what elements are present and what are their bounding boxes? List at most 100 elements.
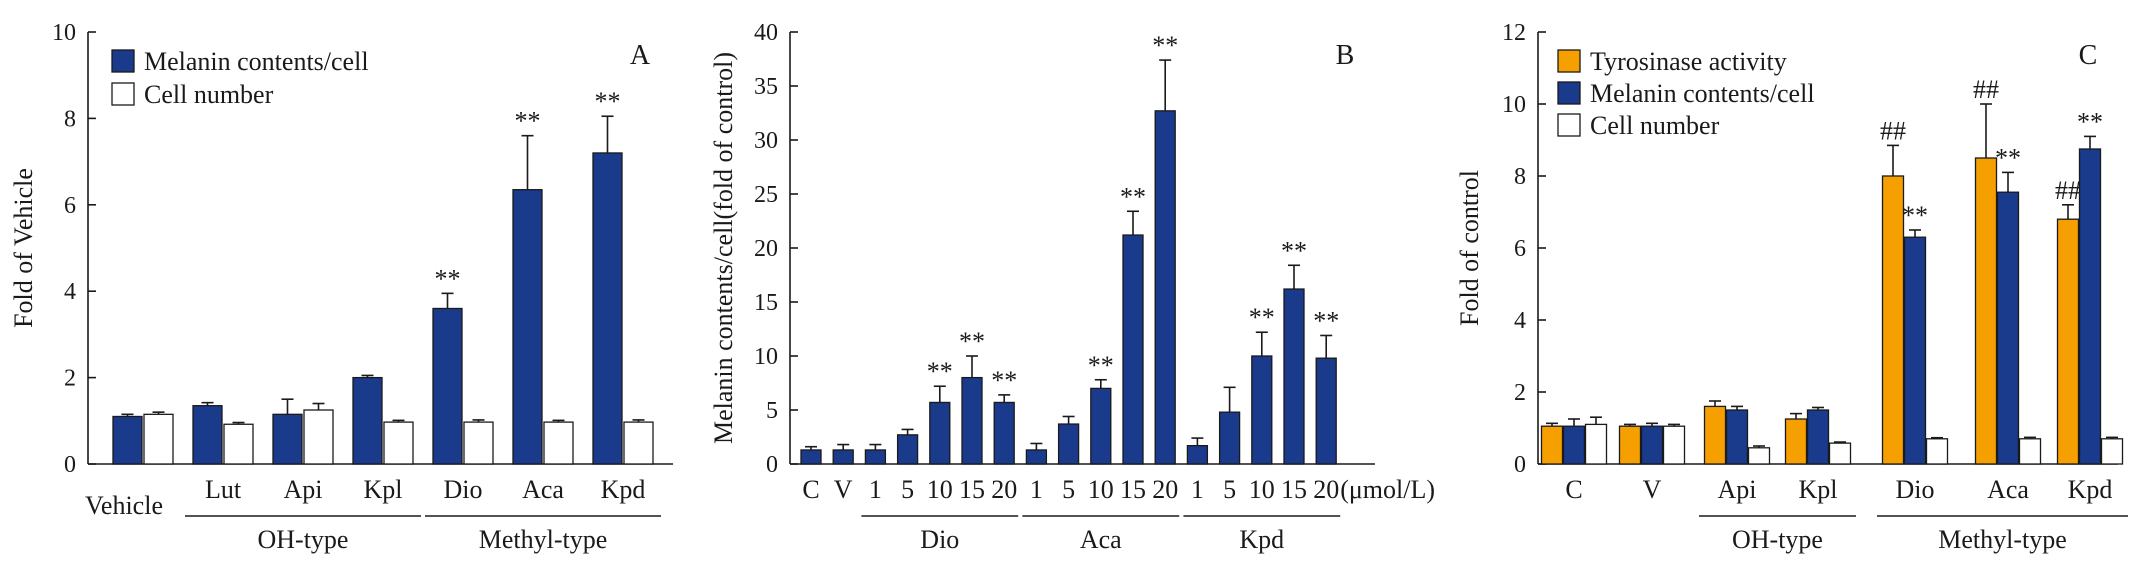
- y-tick-label: 4: [64, 279, 76, 305]
- category-label: 10: [927, 475, 953, 504]
- significance-mark: **: [2077, 107, 2103, 136]
- y-tick-label: 6: [64, 193, 76, 219]
- bar: [1828, 442, 1852, 465]
- significance-mark: **: [595, 87, 621, 116]
- bar: [1747, 447, 1771, 465]
- bar: [1057, 423, 1080, 465]
- y-tick-label: 6: [1514, 236, 1526, 262]
- significance-mark: **: [927, 357, 953, 386]
- bar: [1283, 288, 1305, 465]
- legend-swatch: [111, 49, 135, 73]
- bar: [1540, 425, 1564, 465]
- y-tick-label: 0: [766, 452, 778, 478]
- y-tick-label: 2: [64, 366, 76, 392]
- bar: [1315, 357, 1337, 465]
- category-label: V: [1643, 475, 1662, 504]
- category-label: 20: [991, 475, 1017, 504]
- significance-mark: **: [991, 366, 1017, 395]
- y-axis-title: Melanin contents/cell(fold of control): [709, 52, 738, 444]
- bar: [1903, 236, 1927, 465]
- category-label: Api: [1718, 475, 1757, 504]
- category-label: V: [834, 475, 853, 504]
- group-label: Kpd: [1239, 525, 1284, 554]
- category-label: Kpd: [2068, 475, 2113, 504]
- y-tick-label: 4: [1514, 308, 1526, 334]
- significance-mark: **: [1313, 306, 1339, 335]
- category-label: 10: [1088, 475, 1114, 504]
- bar: [2078, 148, 2102, 465]
- legend-entry: Melanin contents/cell: [144, 47, 369, 76]
- bar: [383, 421, 414, 465]
- category-label: 1: [1030, 475, 1043, 504]
- bar: [896, 434, 919, 465]
- bar: [1584, 423, 1608, 465]
- bar: [1218, 411, 1241, 465]
- bar: [623, 421, 654, 465]
- bar: [192, 405, 223, 465]
- panel-a: 0 2 4 6 8 10 Fold of Vehicle A ** ** ** Vehicle Lut A…: [9, 20, 673, 554]
- bar: [1154, 110, 1176, 465]
- bar: [961, 376, 983, 465]
- y-tick-label: 25: [754, 182, 778, 208]
- bar: [864, 449, 887, 465]
- y-tick-label: 40: [754, 20, 778, 46]
- bar: [143, 413, 174, 465]
- group-label: Dio: [920, 525, 959, 554]
- category-label: Dio: [444, 475, 483, 504]
- category-label: Api: [284, 475, 323, 504]
- y-tick-label: 30: [754, 128, 778, 154]
- group-label: Methyl-type: [1938, 525, 2067, 554]
- y-tick-label: 8: [64, 106, 76, 132]
- significance-mark: **: [1120, 182, 1146, 211]
- y-axis-title: Fold of Vehicle: [9, 168, 38, 328]
- bar: [1925, 438, 1949, 465]
- legend-entry: Tyrosinase activity: [1590, 47, 1787, 76]
- unit-label: (μmol/L): [1340, 475, 1435, 504]
- group-label: Methyl-type: [479, 525, 608, 554]
- y-tick-label: 8: [1514, 164, 1526, 190]
- bar: [223, 423, 254, 465]
- y-tick-label: 15: [754, 290, 778, 316]
- bar: [993, 401, 1015, 465]
- bar: [112, 415, 143, 465]
- y-tick-label: 10: [52, 20, 76, 46]
- panel-letter: A: [630, 40, 651, 71]
- bar: [1725, 409, 1749, 465]
- category-label: 15: [1281, 475, 1307, 504]
- group-label: OH-type: [1732, 525, 1823, 554]
- bar: [2018, 438, 2042, 465]
- bar: [1025, 449, 1048, 465]
- bar: [2100, 438, 2124, 465]
- group-label: OH-type: [258, 525, 349, 554]
- category-label: 1: [1191, 475, 1204, 504]
- category-label: 15: [959, 475, 985, 504]
- category-label: C: [1565, 475, 1582, 504]
- y-tick-label: 10: [1502, 92, 1526, 118]
- bar: [543, 421, 574, 465]
- bar: [1090, 387, 1112, 465]
- significance-mark: ##: [1973, 75, 1999, 104]
- bar: [1562, 425, 1586, 465]
- panel-c: 0 2 4 6 8 10 12 Fold of control C ## ## ## ** ** ** C V A…: [1455, 20, 2128, 554]
- significance-mark: **: [1152, 31, 1178, 60]
- bar: [1703, 405, 1727, 465]
- y-tick-label: 5: [766, 398, 778, 424]
- bar: [1996, 191, 2020, 465]
- bar: [512, 189, 543, 465]
- category-label: Dio: [1896, 475, 1935, 504]
- bar: [303, 409, 334, 465]
- significance-mark: **: [1249, 303, 1275, 332]
- bar: [592, 152, 623, 465]
- category-label: 20: [1152, 475, 1178, 504]
- category-label: 5: [1223, 475, 1236, 504]
- bar: [1640, 425, 1664, 465]
- category-label: Vehicle: [85, 491, 163, 520]
- bar: [272, 413, 303, 465]
- significance-mark: **: [515, 107, 541, 136]
- significance-mark: **: [959, 327, 985, 356]
- bar: [1662, 425, 1686, 465]
- bar: [1974, 157, 1998, 465]
- legend-swatch: [1557, 81, 1581, 105]
